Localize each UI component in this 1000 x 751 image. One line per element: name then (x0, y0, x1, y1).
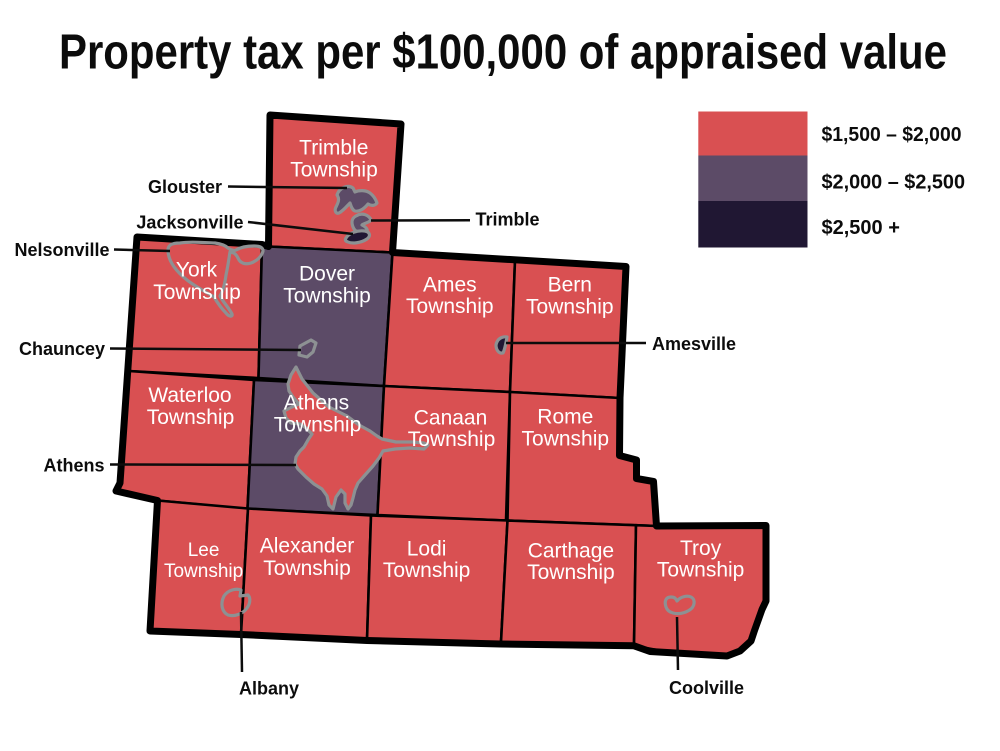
svg-text:Athens: Athens (43, 456, 104, 476)
svg-text:Troy: Troy (680, 537, 722, 560)
svg-text:Trimble: Trimble (299, 137, 368, 160)
svg-text:$1,500 – $2,000: $1,500 – $2,000 (822, 124, 962, 146)
svg-text:Alexander: Alexander (260, 535, 355, 558)
svg-text:Waterloo: Waterloo (148, 384, 231, 407)
svg-text:Canaan: Canaan (414, 407, 488, 430)
svg-text:Coolville: Coolville (669, 678, 744, 698)
svg-text:Township: Township (527, 561, 615, 584)
svg-text:Lodi: Lodi (407, 538, 447, 561)
svg-text:Township: Township (263, 557, 351, 580)
svg-text:Jacksonville: Jacksonville (136, 213, 243, 233)
svg-text:Township: Township (408, 428, 496, 451)
svg-text:Glouster: Glouster (148, 177, 222, 197)
svg-text:Township: Township (290, 159, 378, 182)
svg-text:Dover: Dover (299, 263, 355, 286)
svg-text:Township: Township (522, 428, 610, 451)
svg-text:Township: Township (406, 295, 494, 318)
svg-text:Township: Township (383, 559, 471, 582)
svg-text:Rome: Rome (537, 406, 593, 429)
svg-text:Amesville: Amesville (652, 334, 736, 354)
svg-text:Township: Township (283, 285, 371, 308)
svg-text:Nelsonville: Nelsonville (14, 240, 109, 260)
svg-text:Township: Township (657, 559, 745, 582)
svg-text:Ames: Ames (423, 274, 477, 297)
svg-text:$2,000 – $2,500: $2,000 – $2,500 (822, 172, 966, 194)
svg-text:Township: Township (526, 296, 614, 319)
svg-text:Property tax per $100,000 of a: Property tax per $100,000 of appraised v… (59, 26, 947, 80)
svg-text:Township: Township (164, 561, 243, 582)
svg-text:York: York (176, 259, 218, 282)
svg-text:Lee: Lee (188, 540, 220, 561)
svg-text:Township: Township (153, 281, 241, 304)
svg-text:Trimble: Trimble (476, 210, 540, 230)
svg-text:Chauncey: Chauncey (19, 339, 105, 359)
svg-text:Albany: Albany (239, 679, 299, 699)
svg-text:$2,500 +: $2,500 + (822, 217, 900, 239)
svg-text:Athens: Athens (284, 392, 349, 415)
svg-text:Township: Township (147, 406, 235, 429)
svg-text:Carthage: Carthage (528, 540, 614, 563)
svg-text:Bern: Bern (548, 274, 592, 297)
svg-text:Township: Township (274, 414, 362, 437)
